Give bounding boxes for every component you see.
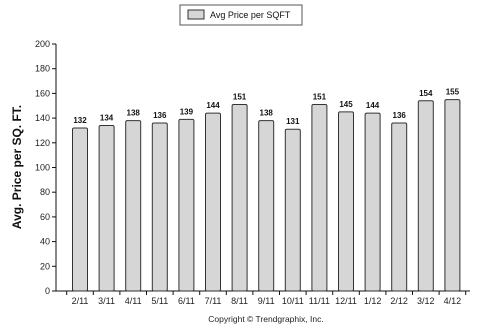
- y-tick-label: 100: [35, 163, 50, 173]
- bar: [364, 112, 381, 292]
- bar: [258, 120, 275, 292]
- data-label: 138: [260, 109, 274, 118]
- data-label: 131: [286, 117, 300, 126]
- x-tick-label: 9/11: [258, 296, 275, 306]
- legend: Avg Price per SQFT: [179, 4, 303, 26]
- x-tick-label: 1/12: [364, 296, 382, 306]
- data-label: 155: [446, 88, 460, 97]
- y-tick-label: 20: [40, 261, 50, 271]
- legend-box: [179, 4, 303, 26]
- bar: [417, 100, 434, 292]
- y-tick-label: 80: [40, 187, 50, 197]
- bar: [205, 112, 221, 292]
- y-tick-label: 160: [35, 88, 50, 98]
- bar: [444, 99, 461, 292]
- data-label: 151: [233, 93, 247, 102]
- data-label: 136: [153, 111, 167, 120]
- x-tick-label: 2/11: [72, 296, 89, 306]
- y-tick-label: 40: [40, 237, 50, 247]
- y-axis-ticks: 0 20 40 60 80 100 120 140 160 180 200: [35, 39, 56, 296]
- data-label: 139: [180, 107, 194, 116]
- y-tick-label: 140: [35, 113, 50, 123]
- x-tick-label: 2/12: [390, 296, 408, 306]
- x-tick-label: 7/11: [205, 296, 222, 306]
- x-tick-label: 5/11: [151, 296, 168, 306]
- y-tick-label: 180: [35, 64, 50, 74]
- x-tick-label: 4/12: [444, 296, 462, 306]
- bar: [284, 128, 301, 292]
- y-tick-label: 60: [40, 212, 50, 222]
- x-tick-label: 3/12: [417, 296, 435, 306]
- bar: [125, 120, 142, 292]
- data-label: 151: [313, 93, 327, 102]
- bar: [178, 118, 195, 292]
- y-tick-label: 200: [35, 39, 50, 49]
- data-label: 138: [127, 109, 141, 118]
- bar: [311, 104, 328, 292]
- data-label: 144: [206, 101, 220, 110]
- data-label: 136: [393, 111, 407, 120]
- bar: [391, 122, 408, 292]
- bar: [151, 122, 168, 292]
- data-label: 144: [366, 101, 380, 110]
- bar: [338, 111, 354, 292]
- x-tick-label: 10/11: [282, 296, 304, 306]
- y-tick-label: 120: [35, 138, 50, 148]
- data-label: 132: [73, 116, 87, 125]
- data-label: 145: [339, 100, 353, 109]
- legend-swatch: [187, 9, 205, 20]
- x-axis-ticks: 2/11 3/11 4/11 5/11 6/11 7/11 8/11 9/11 10/11 11/…: [66, 291, 467, 306]
- copyright-text: Copyright © Trendgraphix, Inc.: [208, 314, 323, 324]
- x-tick-label: 4/11: [125, 296, 142, 306]
- x-tick-label: 11/11: [309, 296, 330, 306]
- x-tick-label: 8/11: [231, 296, 248, 306]
- x-tick-label: 6/11: [178, 296, 195, 306]
- legend-label: Avg Price per SQFT: [210, 10, 291, 20]
- bar: [72, 127, 88, 292]
- x-tick-label: 12/11: [335, 296, 357, 306]
- data-label: 134: [100, 114, 114, 123]
- bars: 132 134 138 136 139 144 151 138 131 151 145 144 136 1…: [72, 88, 461, 292]
- y-axis-title: Avg. Price per SQ. FT.: [10, 105, 24, 229]
- bar: [98, 125, 115, 292]
- data-label: 154: [419, 89, 433, 98]
- bar: [231, 104, 248, 292]
- x-tick-label: 3/11: [98, 296, 115, 306]
- y-tick-label: 0: [45, 286, 50, 296]
